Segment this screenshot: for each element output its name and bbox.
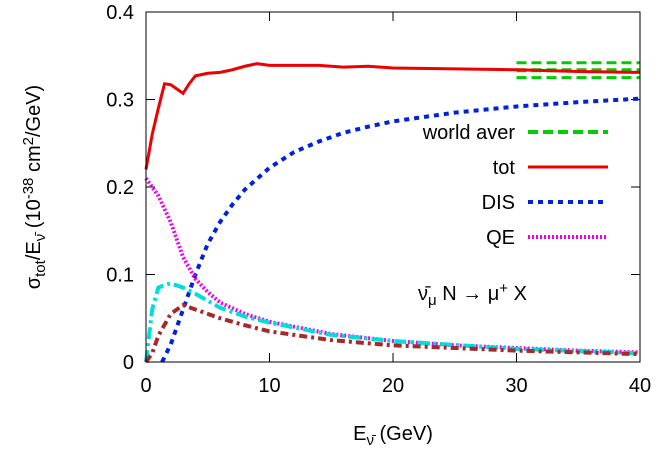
label-part: ν̄: [32, 232, 49, 242]
legend-label: DIS: [482, 192, 515, 214]
x-tick-label: 30: [505, 375, 527, 397]
x-axis-label: Eν̄ (GeV): [353, 423, 433, 449]
x-tick-label: 20: [382, 375, 404, 397]
label-part: X: [508, 283, 527, 305]
annotation: ν̄μ N → μ+ X: [418, 280, 527, 308]
label-part: -38: [20, 178, 37, 200]
label-part: ν̄: [418, 283, 431, 305]
legend-label: world aver: [422, 122, 516, 144]
label-part: σ: [23, 276, 45, 289]
series-line: [144, 281, 641, 363]
series-line: [160, 96, 641, 363]
label-part: (GeV): [374, 423, 433, 445]
series-line: [144, 62, 641, 170]
label-part: E: [353, 423, 366, 445]
label-part: (10: [23, 199, 45, 233]
label-part: +: [499, 280, 508, 297]
y-tick-label: 0.4: [106, 2, 134, 24]
legend-label: tot: [493, 157, 516, 179]
y-tick-label: 0.1: [106, 265, 134, 287]
y-tick-label: 0.2: [106, 177, 134, 199]
legend-label: QE: [486, 227, 515, 249]
y-tick-label: 0.3: [106, 90, 134, 112]
label-part: N → μ: [437, 283, 500, 305]
series-line: [144, 302, 641, 364]
y-tick-label: 0: [123, 352, 134, 374]
label-part: /E: [23, 241, 45, 260]
plot-frame: [145, 11, 641, 363]
label-part: μ: [428, 292, 437, 309]
label-part: ν̄: [366, 432, 376, 449]
y-axis-label: σtot/Eν̄ (10-38 cm2/GeV): [20, 85, 48, 289]
label-part: 2: [20, 137, 37, 145]
label-part: tot: [32, 259, 49, 277]
label-part: /GeV): [23, 85, 45, 137]
x-tick-label: 40: [629, 375, 651, 397]
x-tick-label: 0: [140, 375, 151, 397]
label-part: cm: [23, 145, 45, 177]
series-line: [144, 177, 641, 355]
x-tick-label: 10: [258, 375, 280, 397]
